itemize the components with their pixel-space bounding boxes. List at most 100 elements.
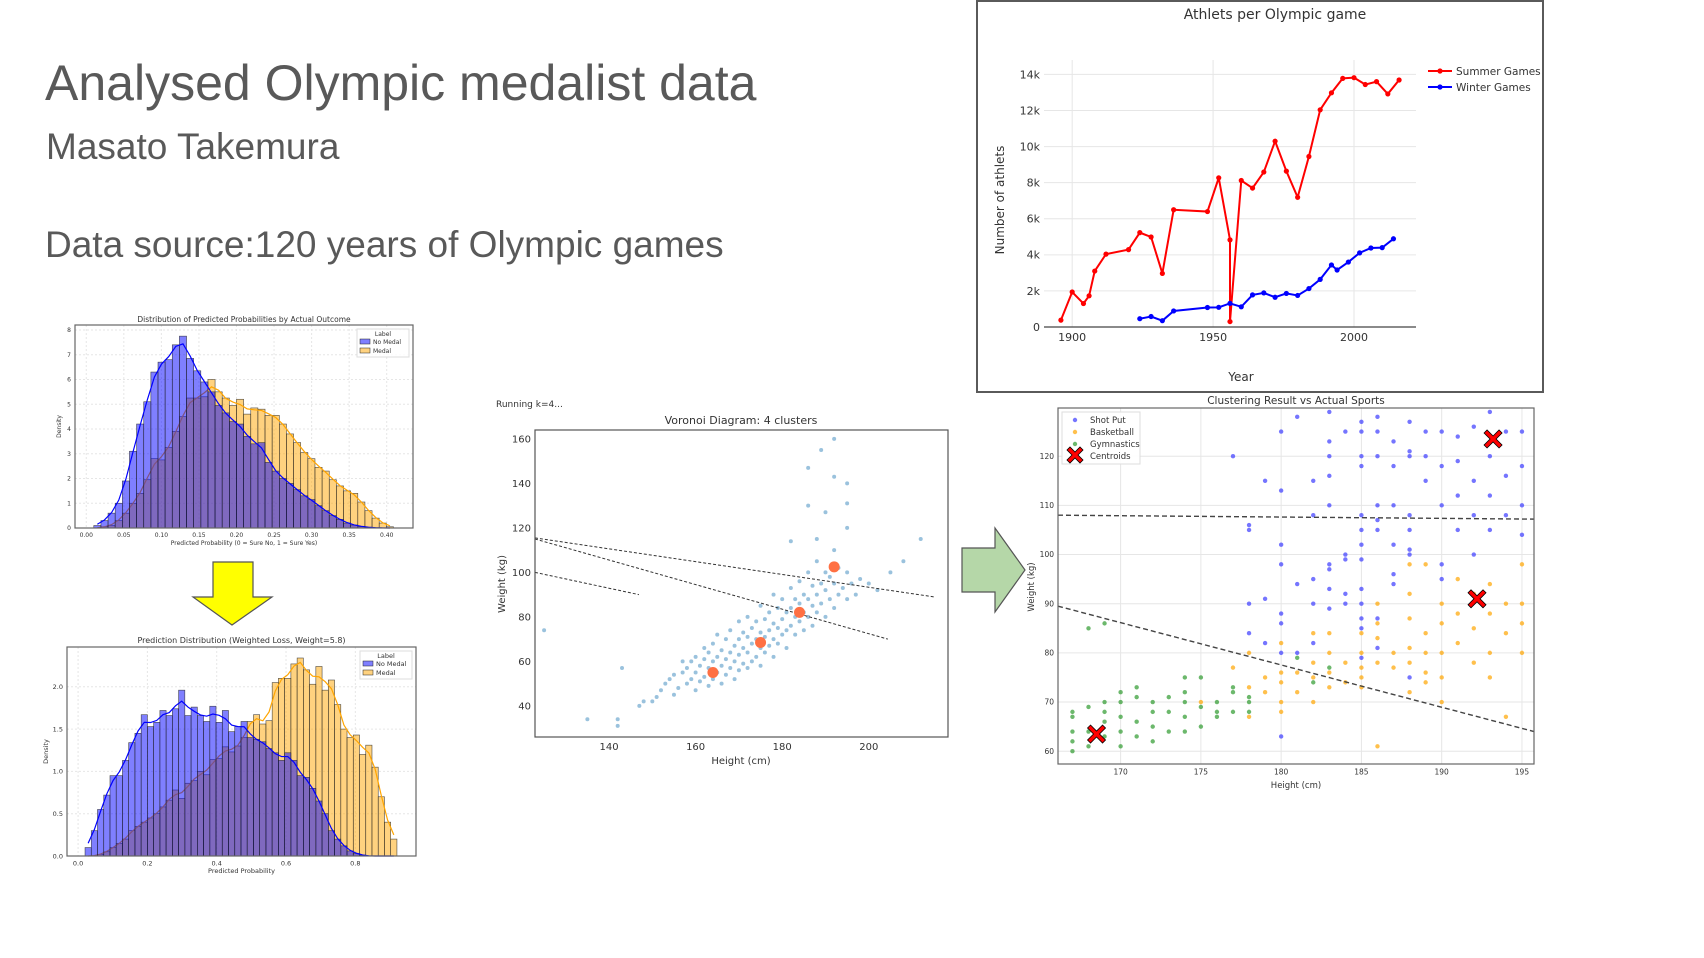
data-point (1238, 177, 1244, 184)
data-point (1519, 463, 1525, 469)
data-point (1391, 581, 1396, 587)
histogram-bar (346, 737, 354, 857)
data-point (853, 592, 858, 597)
data-point (1230, 690, 1236, 695)
data-point (1311, 601, 1316, 606)
voronoi-boundary (534, 538, 888, 640)
data-point (1306, 153, 1312, 160)
y-tick-label: 60 (1044, 747, 1054, 756)
data-point (793, 597, 798, 602)
cluster-boundary (1057, 514, 1535, 520)
data-point (767, 628, 772, 633)
x-tick-label: 0.8 (350, 860, 360, 868)
x-tick-label: 0.15 (192, 532, 206, 539)
data-point (819, 581, 824, 586)
data-point (715, 632, 720, 637)
data-point (728, 650, 733, 655)
data-point (693, 670, 698, 675)
data-point (1359, 626, 1364, 631)
histogram-bar (109, 775, 117, 857)
histogram-bar (203, 721, 211, 857)
data-point (1340, 75, 1346, 82)
data-point (1439, 562, 1444, 567)
data-point (1134, 734, 1139, 739)
data-point (728, 628, 733, 633)
hist2-histogram: Prediction Distribution (Weighted Loss, … (42, 636, 417, 875)
legend-marker (1072, 429, 1078, 435)
data-point (1407, 419, 1412, 424)
data-point (814, 610, 819, 615)
data-point (1070, 709, 1075, 715)
slide-title: Analysed Olympic medalist data (45, 55, 757, 111)
down-arrow-icon (191, 561, 274, 626)
y-tick-label: 160 (512, 434, 531, 445)
data-point (1359, 601, 1364, 606)
data-point (1204, 304, 1211, 311)
data-point (866, 581, 871, 586)
histogram-bar (350, 493, 359, 529)
y-tick-label: 10k (1020, 140, 1041, 153)
data-point (620, 666, 625, 671)
data-point (797, 619, 802, 624)
data-point (810, 623, 815, 628)
data-point (1278, 542, 1284, 547)
y-tick-label: 0 (1033, 321, 1040, 334)
data-point (1375, 453, 1380, 459)
data-point (1391, 439, 1396, 444)
data-point (741, 661, 746, 666)
histogram-bar (171, 344, 180, 529)
data-point (1086, 704, 1091, 710)
legend-label: Medal (373, 348, 391, 355)
data-point (1198, 699, 1204, 705)
series-no-medal (84, 689, 394, 857)
data-point (797, 579, 802, 584)
data-point (767, 610, 772, 615)
data-point (810, 603, 815, 608)
data-point (1166, 709, 1171, 715)
data-point (697, 663, 702, 668)
data-point (806, 570, 811, 575)
right-arrow-icon (961, 526, 1026, 614)
histogram-bar (257, 442, 266, 529)
data-point (1150, 709, 1155, 715)
data-point (1343, 552, 1348, 557)
data-point (1246, 522, 1252, 528)
x-tick-label: 0.35 (342, 532, 356, 539)
data-point (1359, 650, 1364, 656)
x-tick-label: 185 (1354, 768, 1369, 777)
data-point (827, 597, 832, 602)
data-point (771, 654, 776, 659)
data-point (1246, 527, 1252, 533)
data-point (1295, 655, 1300, 660)
legend-label: Centroids (1090, 452, 1131, 462)
data-point (736, 619, 741, 624)
histogram-bar (140, 714, 148, 857)
legend-centroid-x-icon (1066, 446, 1084, 464)
histogram-bar (265, 748, 273, 857)
data-point (1439, 675, 1444, 680)
y-tick-label: 2k (1027, 285, 1041, 298)
data-point (1262, 596, 1268, 601)
histogram-bar (207, 391, 216, 529)
histogram-bar (134, 733, 142, 857)
legend-marker (1437, 84, 1443, 90)
data-point (1295, 194, 1301, 200)
data-point (1102, 699, 1107, 705)
data-point (762, 617, 767, 622)
y-tick-label: 4k (1027, 249, 1041, 262)
y-axis-label: Density (42, 739, 50, 764)
data-point (858, 577, 863, 582)
x-tick-label: 0.6 (281, 860, 291, 868)
data-point (1391, 503, 1396, 508)
histogram-bar (228, 731, 236, 857)
data-point (1262, 675, 1268, 680)
data-point (1249, 292, 1256, 298)
data-point (654, 694, 659, 699)
histogram-bar (209, 705, 217, 857)
data-point (793, 632, 798, 637)
data-point (702, 674, 707, 679)
legend-label: Winter Games (1456, 82, 1531, 94)
histogram-bar (165, 715, 173, 857)
data-point (1214, 709, 1220, 715)
